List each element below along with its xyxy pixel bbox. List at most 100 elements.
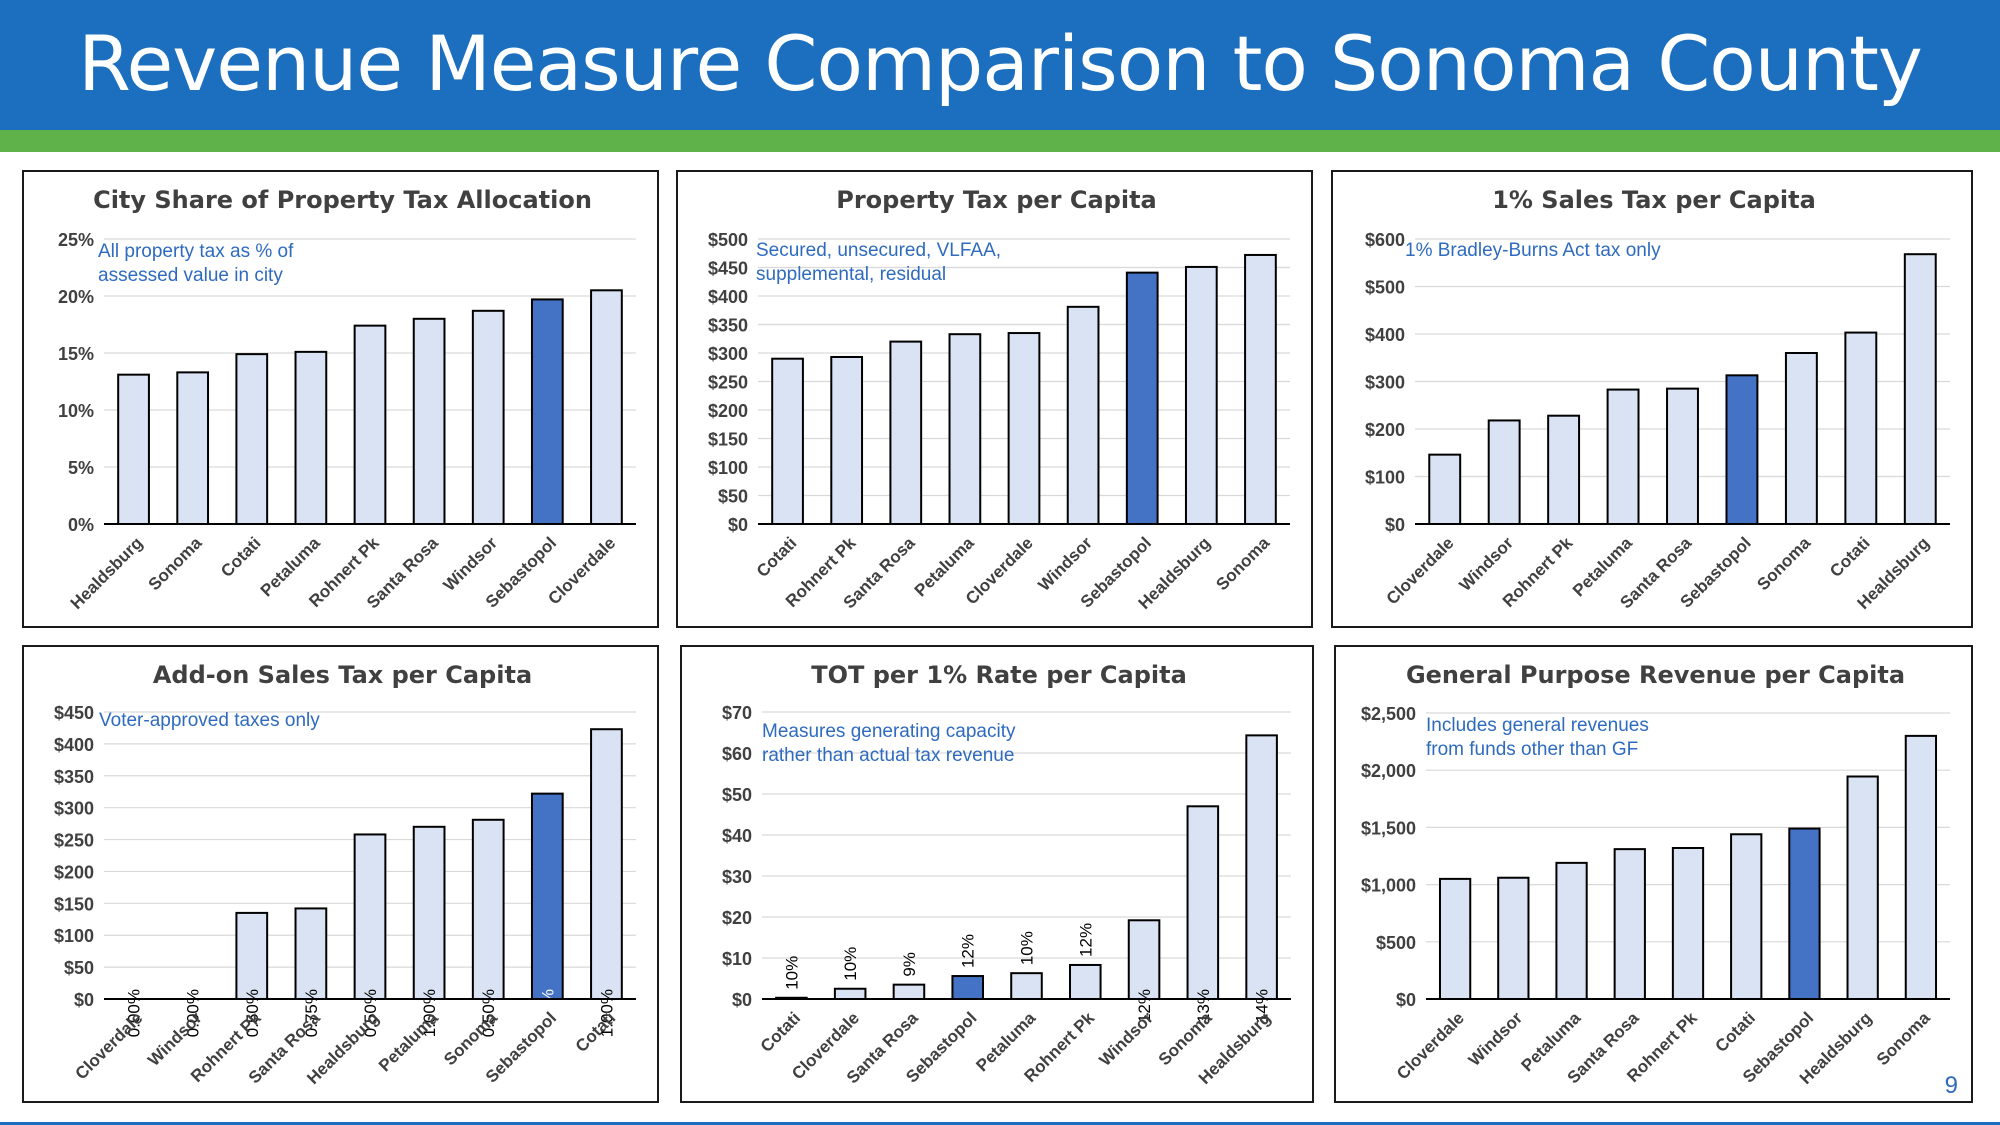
chart-note: Voter-approved taxes only [99,710,320,731]
y-tick-label: $600 [1365,230,1405,250]
y-tick-label: $100 [708,458,748,478]
y-tick-label: $70 [722,703,752,723]
bar-data-label: 10% [782,956,801,990]
chart-addon-sales-tax: Add-on Sales Tax per Capita $0 $50 $100 $150… [54,661,636,1088]
bar [1010,972,1043,1001]
y-tick-label: $300 [708,344,748,364]
chart-panel-general-purpose-revenue: General Purpose Revenue per Capita $0 $500… [1334,645,1973,1103]
x-category-label: Cotati [1826,533,1873,580]
bar-data-label: 12% [1076,923,1095,957]
x-category-label: Windsor [1456,533,1518,595]
y-tick-label: $0 [732,990,752,1010]
bar [117,373,150,525]
y-tick-label: $2,500 [1361,704,1416,724]
y-tick-label: 20% [58,287,94,307]
bar [948,333,982,525]
bar-data-label: 0.00% [184,989,203,1037]
chart-title: Property Tax per Capita [836,186,1157,214]
y-tick-label: $200 [708,401,748,421]
bar-data-label: 0.50% [479,989,498,1037]
chart-title: Add-on Sales Tax per Capita [153,661,532,689]
x-category-label: Cotati [757,1008,804,1055]
bar [830,355,864,525]
y-tick-label: $0 [728,515,748,535]
page-number: 9 [1944,1072,1958,1099]
chart-panel-addon-sales-tax: Add-on Sales Tax per Capita $0 $50 $100 $150… [22,645,659,1103]
x-category-label: Cloverdale [71,1008,146,1083]
bar [1007,332,1041,525]
bar [1487,419,1521,525]
y-tick-label: $500 [1365,278,1405,298]
y-tick-label: 10% [58,401,94,421]
y-tick-label: $50 [718,487,748,507]
bar [590,289,623,525]
bar [1245,734,1278,1001]
y-tick-label: $50 [64,958,94,978]
bar [294,350,328,525]
x-category-label: Cotati [753,533,800,580]
x-category-label: Cloverdale [1393,1008,1468,1083]
y-tick-label: $0 [1385,515,1405,535]
x-category-label: Sonoma [1212,533,1273,594]
bar-data-label: 0.75% [302,989,321,1037]
bar [1547,414,1581,525]
chart-note: Includes general revenues [1426,715,1649,736]
x-category-label: Windsor [1095,1008,1157,1070]
x-category-label: Cotati [1712,1008,1759,1055]
bar-highlighted [1725,374,1759,525]
bar [1606,388,1640,525]
y-tick-label: $400 [1365,325,1405,345]
chart-note: Secured, unsecured, VLFAA, [756,240,1001,261]
y-tick-label: $200 [1365,420,1405,440]
bar-data-label: 10% [841,947,860,981]
y-tick-label: $300 [54,799,94,819]
bar [892,983,926,1000]
bar-data-label: 10% [1018,931,1037,965]
y-tick-label: $150 [708,430,748,450]
chart-panel-sales-tax-per-capita: 1% Sales Tax per Capita $0 $100 $200 $300 $40… [1331,170,1973,628]
bar [1844,331,1878,525]
bar [412,825,446,1000]
x-category-label: Petaluma [375,1008,442,1075]
y-tick-label: 25% [58,230,94,250]
bar [1730,833,1763,1000]
bar [1438,877,1472,1001]
bar [353,324,387,525]
bar [1497,876,1530,1000]
y-tick-label: $1,500 [1361,818,1416,838]
bar [1671,846,1705,1000]
chart-note: supplemental, residual [756,264,946,285]
bar [1784,352,1818,525]
x-category-label: Healdsburg [67,533,147,613]
chart-sales-tax-per-capita: 1% Sales Tax per Capita $0 $100 $200 $300 $40… [1365,186,1950,613]
bar [1666,387,1699,525]
bar [1613,848,1646,1000]
bar-highlighted [1788,827,1821,1000]
bar [1555,861,1588,1000]
chart-panel-property-tax-share: City Share of Property Tax Allocation 0% 5… [22,170,659,628]
y-tick-label: $450 [708,259,748,279]
y-tick-label: $250 [54,831,94,851]
bar [1066,305,1100,525]
x-category-label: Sonoma [1155,1008,1216,1069]
x-category-label: Windsor [1035,533,1097,595]
bar [833,987,867,1000]
bar [235,353,269,525]
bar-highlighted [530,792,564,1000]
bar [353,833,387,1000]
bar [771,357,804,525]
y-tick-label: $40 [722,826,752,846]
x-category-label: Windsor [1465,1008,1527,1070]
chart-note: All property tax as % of [98,241,294,262]
chart-property-tax-per-capita: Property Tax per Capita $0 $50 $100 $150 $200… [708,186,1290,613]
y-tick-label: $200 [54,862,94,882]
y-tick-label: $60 [722,744,752,764]
chart-title: 1% Sales Tax per Capita [1492,186,1816,214]
bar [1244,253,1277,526]
y-tick-label: $500 [708,230,748,250]
chart-note: 1% Bradley-Burns Act tax only [1405,240,1661,261]
x-category-label: Sonoma [1873,1008,1934,1069]
y-tick-label: $400 [708,287,748,307]
y-tick-label: $1,000 [1361,876,1416,896]
y-tick-label: $450 [54,703,94,723]
